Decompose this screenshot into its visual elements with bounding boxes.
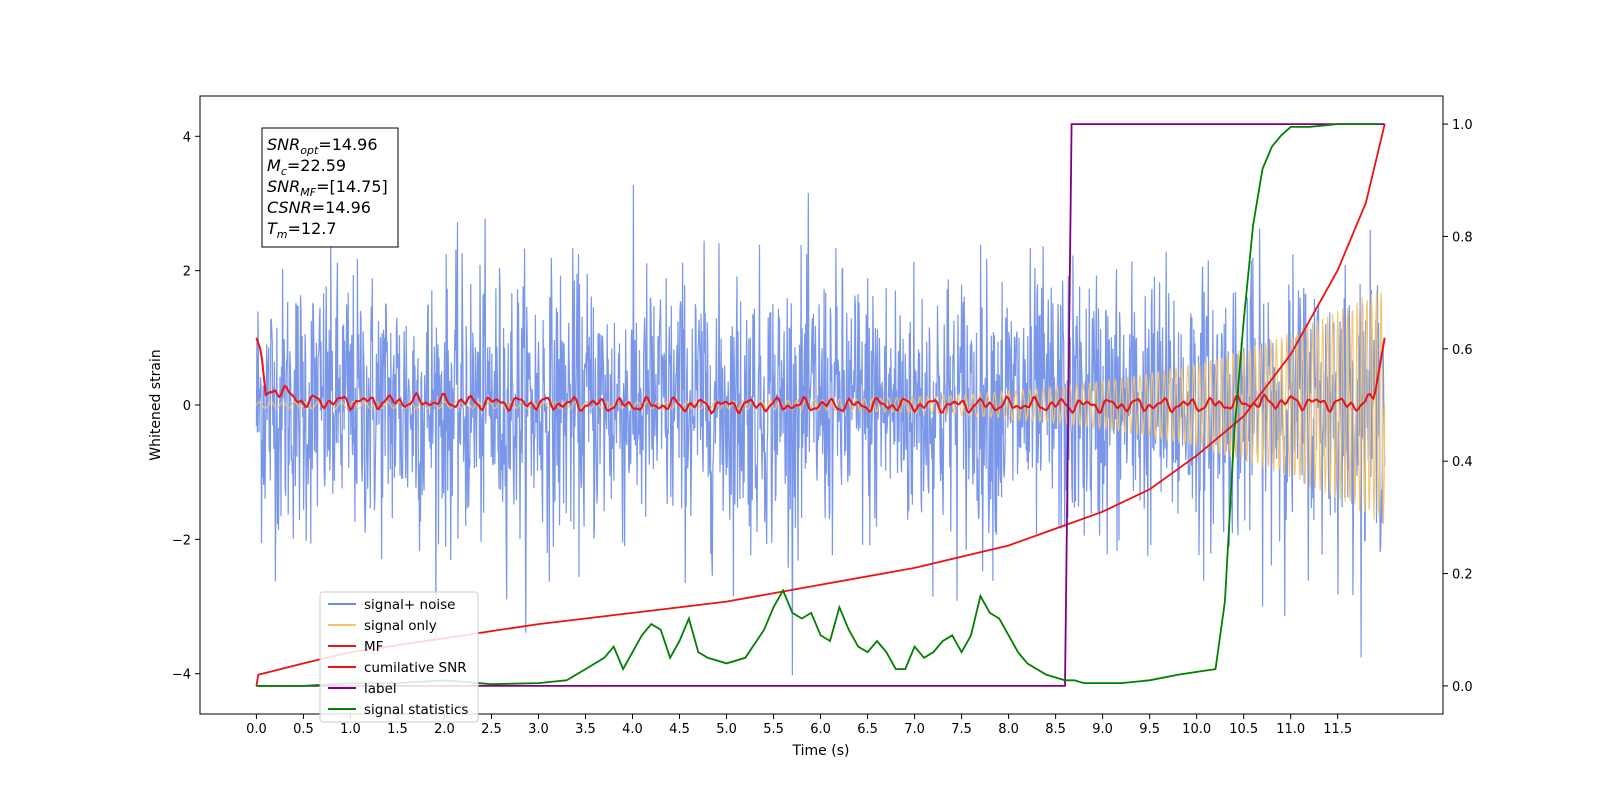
y-tick-label: −2	[172, 533, 191, 548]
y2-tick-label: 0.8	[1452, 230, 1473, 245]
x-tick-label: 10.0	[1182, 722, 1211, 737]
x-tick-label: 9.5	[1139, 722, 1160, 737]
x-tick-label: 1.0	[340, 722, 361, 737]
x-tick-label: 2.0	[434, 722, 455, 737]
legend: signal+ noise signal only MF cumilative SNR…	[319, 591, 479, 723]
series-label	[256, 123, 1385, 687]
x-tick-label: 5.0	[716, 722, 737, 737]
y2-tick-label: 0.0	[1452, 680, 1473, 695]
y-tick-label: 4	[183, 130, 191, 145]
series-signal-noise	[255, 184, 1386, 676]
x-tick-label: 10.5	[1229, 722, 1258, 737]
y2-tick-label: 0.6	[1452, 343, 1473, 358]
annotation-box: SNRopt=14.96Mc=22.59SNRMF=[14.75]CSNR=14…	[261, 127, 399, 248]
annotation-frame	[261, 127, 399, 248]
x-tick-label: 4.0	[622, 722, 643, 737]
series-signal-statistics	[256, 123, 1380, 687]
annotation-line: CSNR=14.96	[267, 198, 371, 217]
x-tick-label: 11.5	[1323, 722, 1352, 737]
x-tick-label: 1.5	[387, 722, 408, 737]
annotation-line: SNRMF=[14.75]	[267, 177, 388, 199]
y-tick-label: 2	[183, 265, 191, 280]
x-tick-label: 6.0	[810, 722, 831, 737]
x-tick-label: 0.0	[246, 722, 267, 737]
y2-tick-label: 0.4	[1452, 455, 1473, 470]
y-axis-label: Whitened strain	[148, 349, 164, 460]
legend-label: signal statistics	[364, 702, 468, 718]
annotation-line: SNRopt=14.96	[267, 135, 378, 157]
y-ticks: −4 −2 0 2 4	[172, 130, 200, 683]
y2-ticks: 0.0 0.2 0.4 0.6 0.8 1.0	[1443, 118, 1473, 695]
legend-label: label	[364, 681, 397, 697]
y-tick-label: −4	[172, 668, 191, 683]
legend-label: signal only	[364, 618, 437, 634]
x-tick-label: 5.5	[763, 722, 784, 737]
y2-tick-label: 0.2	[1452, 568, 1473, 583]
legend-label: MF	[364, 639, 383, 655]
legend-frame	[319, 591, 479, 723]
annotation-line: Tm=12.7	[267, 219, 337, 241]
x-tick-label: 8.0	[998, 722, 1019, 737]
legend-label: cumilative SNR	[364, 660, 467, 676]
x-tick-label: 0.5	[293, 722, 314, 737]
x-tick-label: 3.5	[575, 722, 596, 737]
x-tick-label: 2.5	[481, 722, 502, 737]
x-ticks: 0.0 0.5 1.0 1.5 2.0 2.5 3.0 3.5 4.0 4.5 5.0 5.5 6.0 6…	[246, 714, 1352, 737]
x-tick-label: 7.5	[951, 722, 972, 737]
x-tick-label: 8.5	[1045, 722, 1066, 737]
x-tick-label: 3.0	[528, 722, 549, 737]
x-tick-label: 4.5	[669, 722, 690, 737]
y-tick-label: 0	[183, 399, 191, 414]
annotation-line: Mc=22.59	[267, 156, 346, 178]
x-tick-label: 6.5	[857, 722, 878, 737]
x-tick-label: 7.0	[904, 722, 925, 737]
x-tick-label: 11.0	[1276, 722, 1305, 737]
x-axis-label: Time (s)	[792, 743, 850, 759]
series-mf	[255, 337, 1386, 415]
y2-tick-label: 1.0	[1452, 118, 1473, 133]
legend-label: signal+ noise	[364, 597, 455, 613]
x-tick-label: 9.0	[1092, 722, 1113, 737]
